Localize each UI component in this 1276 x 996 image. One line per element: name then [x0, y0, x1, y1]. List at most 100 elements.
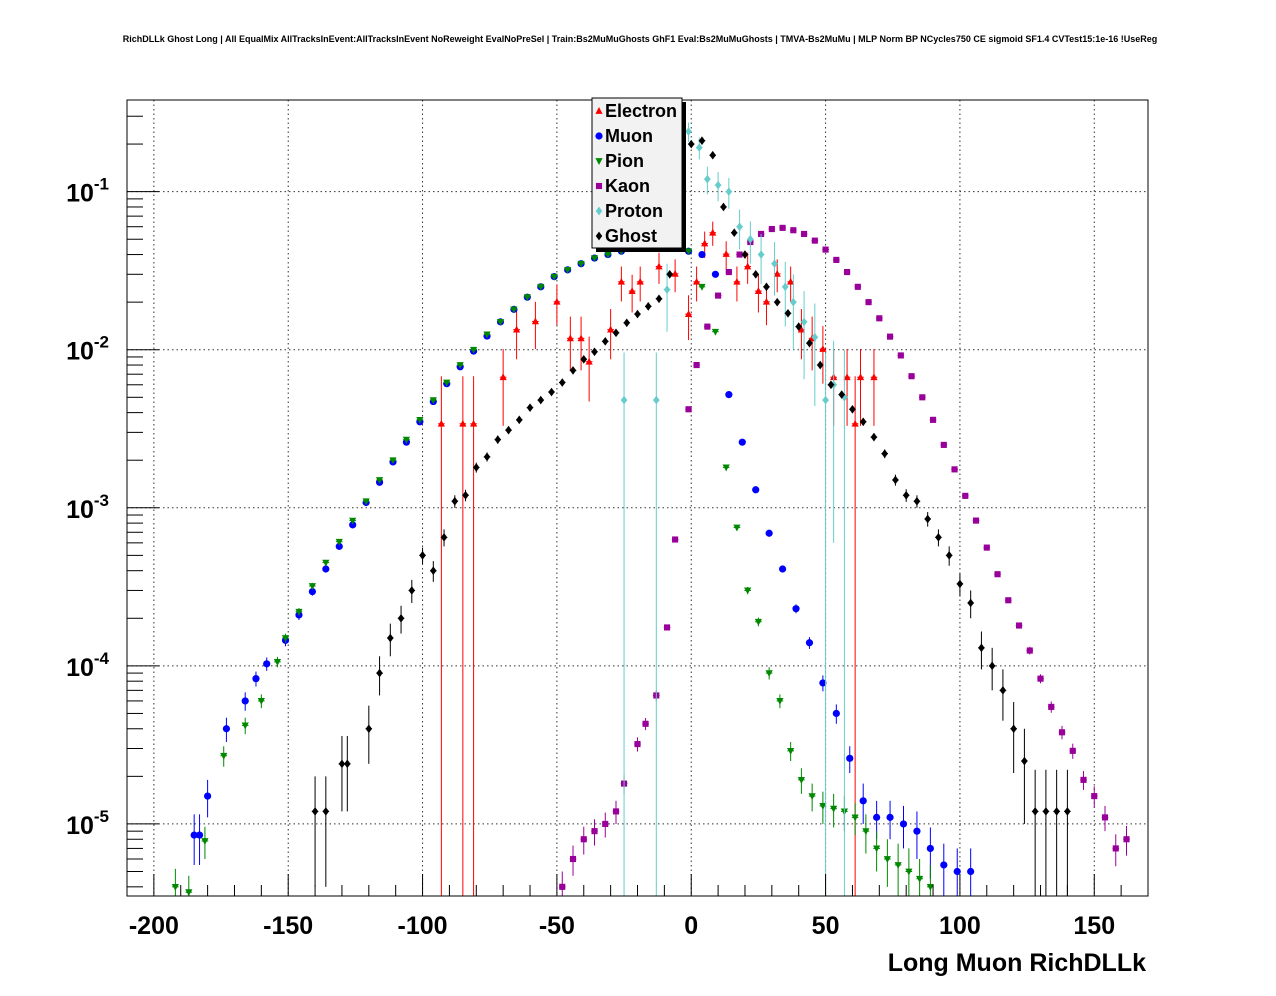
data-point — [784, 308, 792, 318]
data-point — [859, 417, 867, 427]
data-point — [419, 551, 426, 560]
data-point — [844, 268, 851, 276]
y-tick-label: 10-5 — [66, 807, 109, 840]
data-point — [754, 618, 763, 626]
data-point — [443, 379, 451, 387]
data-point — [741, 250, 749, 259]
data-point — [322, 565, 330, 573]
data-point — [470, 346, 478, 354]
legend-label: Muon — [605, 126, 653, 146]
data-point — [851, 419, 859, 427]
y-tick-label: 10-1 — [66, 175, 109, 208]
data-point — [687, 139, 695, 149]
data-point — [978, 643, 985, 653]
data-point — [873, 813, 881, 821]
data-point — [440, 533, 448, 542]
data-point — [926, 844, 934, 853]
data-point — [945, 551, 953, 560]
data-point — [994, 571, 1001, 578]
data-point — [908, 373, 915, 380]
data-point — [1123, 836, 1130, 843]
data-point — [838, 390, 845, 399]
x-tick-label: 150 — [1073, 912, 1115, 940]
data-point — [808, 793, 816, 801]
data-point — [832, 709, 840, 718]
data-point — [940, 861, 948, 869]
data-point — [577, 260, 585, 268]
data-point — [655, 294, 663, 304]
data-point — [456, 362, 464, 369]
data-point — [429, 397, 437, 405]
data-point — [752, 486, 760, 494]
data-point — [693, 361, 700, 369]
series-ghost — [311, 136, 1071, 896]
data-point — [1042, 807, 1050, 816]
axes: -200 -150 -100 -50 0 50 100 150 10-1 10-2 10-3 10-4… — [66, 115, 1149, 940]
data-point — [580, 836, 587, 843]
data-point — [612, 808, 620, 815]
data-point — [526, 403, 534, 412]
data-point — [335, 542, 343, 550]
data-point — [983, 544, 990, 551]
data-point — [499, 373, 507, 381]
x-tick-label: -100 — [398, 912, 448, 940]
data-point — [349, 521, 357, 529]
data-point — [642, 720, 649, 727]
data-point — [684, 310, 693, 317]
data-point — [684, 248, 693, 256]
data-point — [620, 395, 628, 405]
data-point — [811, 332, 819, 342]
data-point — [617, 277, 625, 285]
data-point — [171, 883, 179, 891]
data-point — [913, 496, 921, 506]
data-point — [843, 373, 851, 381]
data-point — [537, 395, 545, 405]
data-point — [763, 282, 770, 292]
data-point — [505, 425, 512, 435]
data-point — [720, 202, 727, 212]
data-point — [919, 394, 926, 401]
data-point — [787, 277, 795, 285]
data-point — [711, 328, 720, 336]
data-point — [220, 752, 228, 760]
data-point — [929, 416, 937, 423]
data-point — [765, 670, 773, 678]
data-point — [252, 675, 260, 683]
data-point — [273, 658, 282, 666]
data-point — [967, 867, 975, 876]
data-point — [628, 287, 636, 294]
data-point — [655, 262, 663, 270]
data-point — [548, 387, 555, 397]
data-point — [768, 225, 775, 233]
data-point — [730, 228, 738, 238]
legend-marker — [595, 182, 603, 190]
data-point — [376, 668, 383, 678]
data-point — [1015, 622, 1023, 629]
data-point — [822, 246, 829, 253]
x-tick-label: -200 — [129, 912, 179, 940]
data-point — [725, 268, 732, 276]
data-point — [308, 583, 316, 590]
data-point — [671, 269, 679, 277]
data-point — [693, 277, 701, 285]
legend-marker — [595, 107, 603, 114]
data-point — [634, 309, 641, 319]
data-point — [408, 586, 416, 595]
data-point — [709, 150, 716, 160]
data-point — [722, 464, 730, 472]
data-point — [988, 661, 996, 671]
data-point — [451, 496, 459, 506]
data-point — [870, 432, 878, 442]
data-point — [430, 566, 437, 576]
data-point — [553, 297, 561, 305]
data-point — [559, 378, 566, 387]
data-point — [873, 845, 881, 853]
data-point — [612, 328, 620, 338]
data-point — [819, 803, 827, 810]
data-point — [185, 889, 193, 897]
data-point — [195, 831, 204, 839]
data-point — [744, 262, 752, 270]
data-point — [1031, 807, 1039, 816]
data-point — [566, 334, 574, 342]
data-point — [747, 234, 754, 244]
